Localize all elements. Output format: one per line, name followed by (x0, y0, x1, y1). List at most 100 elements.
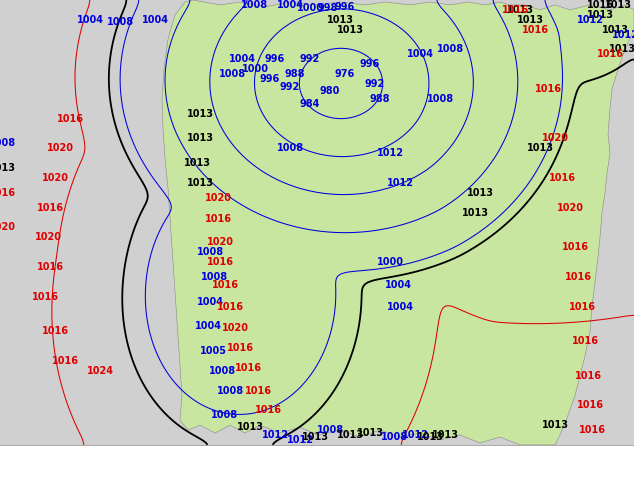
Text: 1004: 1004 (406, 49, 434, 59)
Text: 1004: 1004 (276, 0, 304, 10)
Text: 1008: 1008 (219, 69, 245, 79)
Text: 1016: 1016 (37, 203, 63, 213)
Text: 1020: 1020 (0, 222, 15, 232)
Text: 1013: 1013 (186, 109, 214, 119)
Text: 1016: 1016 (597, 49, 623, 59)
Text: 998: 998 (318, 3, 338, 13)
Text: 1013: 1013 (609, 45, 634, 54)
Text: 1016: 1016 (522, 24, 548, 35)
Text: 1020: 1020 (557, 203, 583, 213)
Text: 1005: 1005 (200, 346, 226, 356)
Text: 1020: 1020 (207, 237, 233, 247)
Text: 1013: 1013 (337, 24, 363, 35)
Text: 1013: 1013 (302, 432, 328, 442)
Text: 1016: 1016 (226, 343, 254, 353)
Text: 1004: 1004 (141, 15, 169, 25)
Text: 1008: 1008 (197, 247, 224, 257)
Text: 1020: 1020 (205, 193, 231, 203)
Text: 992: 992 (280, 82, 300, 92)
Text: 1000: 1000 (242, 64, 269, 74)
Text: 1013: 1013 (327, 15, 354, 25)
Text: 996: 996 (360, 59, 380, 69)
Text: 1016: 1016 (41, 326, 68, 336)
Text: 1016: 1016 (207, 257, 233, 267)
Text: 1008: 1008 (216, 386, 243, 395)
Text: 1013: 1013 (462, 208, 489, 218)
Text: 1016: 1016 (548, 173, 576, 183)
Text: 1016: 1016 (37, 262, 63, 272)
Text: 1016: 1016 (562, 242, 588, 252)
Text: 1016: 1016 (576, 400, 604, 410)
Text: 1012: 1012 (612, 29, 634, 40)
Polygon shape (162, 0, 634, 445)
Text: 1013: 1013 (541, 420, 569, 430)
Text: 1016: 1016 (212, 280, 238, 290)
Text: 1020: 1020 (221, 323, 249, 333)
Text: 1016: 1016 (56, 114, 84, 123)
Text: 1004: 1004 (195, 321, 221, 331)
Text: 1008: 1008 (427, 94, 453, 104)
Text: 1008: 1008 (276, 143, 304, 153)
Text: 996: 996 (265, 54, 285, 64)
Text: 1016: 1016 (564, 272, 592, 282)
Text: 1024: 1024 (86, 366, 113, 376)
Text: 1000: 1000 (297, 3, 323, 13)
Text: 1016: 1016 (586, 0, 614, 10)
Text: 1013: 1013 (236, 422, 264, 432)
Text: 996: 996 (335, 2, 355, 12)
Text: 1008: 1008 (211, 410, 238, 420)
Text: 1016: 1016 (245, 386, 271, 395)
Text: 1008: 1008 (202, 272, 229, 282)
Text: 1016: 1016 (534, 84, 562, 94)
Text: 1016: 1016 (501, 5, 529, 15)
Text: 976: 976 (335, 69, 355, 79)
Text: 984: 984 (300, 99, 320, 109)
Text: 988: 988 (370, 94, 391, 104)
Text: 1016: 1016 (32, 292, 58, 302)
Text: 1020: 1020 (41, 173, 68, 183)
Text: 1020: 1020 (541, 133, 569, 144)
Text: 1008: 1008 (107, 17, 134, 27)
Text: 1013: 1013 (604, 0, 631, 10)
Text: 1016: 1016 (254, 405, 281, 416)
Text: 996: 996 (260, 74, 280, 84)
Text: 1020: 1020 (34, 232, 61, 242)
Text: 1013: 1013 (0, 163, 15, 173)
Text: 1004: 1004 (77, 15, 103, 25)
Text: 1012: 1012 (387, 178, 413, 188)
Text: 1013: 1013 (183, 158, 210, 168)
Text: 1008: 1008 (209, 366, 236, 376)
Text: 980: 980 (320, 86, 340, 96)
Text: 1016: 1016 (205, 215, 231, 224)
Text: 1013: 1013 (586, 10, 614, 20)
Text: 1016: 1016 (578, 425, 605, 435)
Text: 988: 988 (285, 69, 305, 79)
Text: 1012: 1012 (261, 430, 288, 440)
Text: 1008: 1008 (436, 45, 463, 54)
Text: 1000: 1000 (377, 257, 403, 267)
Text: 1004: 1004 (384, 280, 411, 290)
Text: Sa 28-09-2024 06:00 UTC (00+54): Sa 28-09-2024 06:00 UTC (00+54) (399, 457, 629, 470)
Text: 1016: 1016 (235, 363, 261, 373)
Text: 1004: 1004 (387, 301, 413, 312)
Text: 1004: 1004 (228, 54, 256, 64)
Text: 1008: 1008 (316, 425, 344, 435)
Text: 1016: 1016 (574, 371, 602, 381)
Text: 1016: 1016 (571, 336, 598, 346)
Text: 1012: 1012 (401, 430, 429, 440)
Text: 1013: 1013 (337, 430, 363, 440)
Text: 1013: 1013 (186, 178, 214, 188)
Text: 1013: 1013 (602, 24, 628, 35)
Text: 992: 992 (300, 54, 320, 64)
Text: 1008: 1008 (242, 0, 269, 10)
Text: 1013: 1013 (507, 5, 533, 15)
Text: 1020: 1020 (46, 143, 74, 153)
Text: 1008: 1008 (0, 138, 16, 148)
Text: Surface pressure [hPa] ECMWF: Surface pressure [hPa] ECMWF (5, 457, 210, 470)
Text: 1013: 1013 (526, 143, 553, 153)
Text: 1008: 1008 (382, 432, 408, 442)
Text: 1012: 1012 (377, 148, 403, 158)
Text: 1004: 1004 (197, 296, 224, 307)
Text: 1013: 1013 (517, 15, 543, 25)
Text: 1013: 1013 (417, 432, 444, 442)
